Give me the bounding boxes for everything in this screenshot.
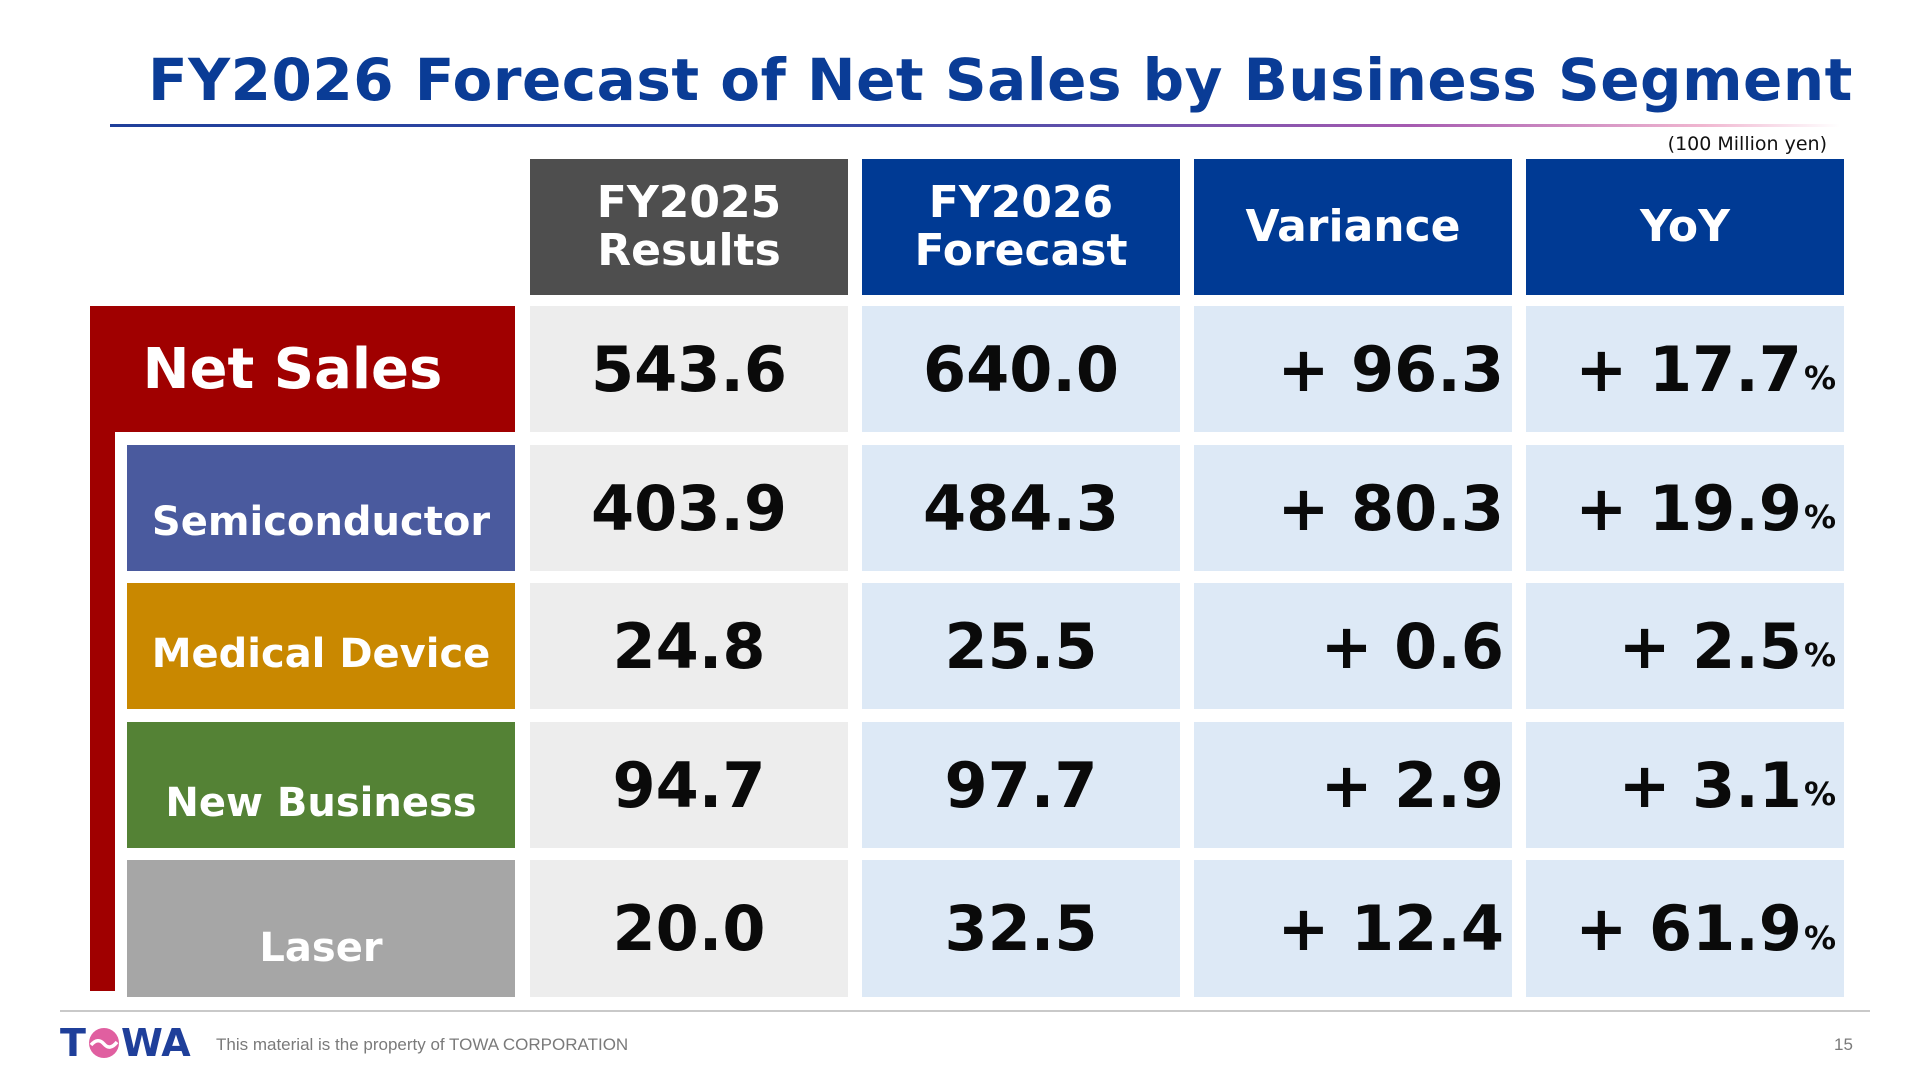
towa-logo: T WA <box>60 1023 191 1061</box>
percent-sign: % <box>1803 359 1836 397</box>
page-number: 15 <box>1834 1035 1853 1054</box>
yoy-value: + 2.5 <box>1618 609 1802 683</box>
row-label-net-sales: Net Sales <box>90 306 515 432</box>
cell-semiconductor-variance: + 80.3 <box>1194 445 1512 571</box>
page-title: FY2026 Forecast of Net Sales by Business… <box>148 46 1853 114</box>
header-yoy-label: YoY <box>1640 200 1730 252</box>
cell-medical-device-fy2025: 24.8 <box>530 583 848 709</box>
cell-laser-variance: + 12.4 <box>1194 860 1512 997</box>
cell-semiconductor-fy2026: 484.3 <box>862 445 1180 571</box>
cell-semiconductor-yoy: + 19.9% <box>1526 445 1844 571</box>
cell-laser-yoy: + 61.9% <box>1526 860 1844 997</box>
cell-laser-fy2025: 20.0 <box>530 860 848 997</box>
header-yoy: YoY <box>1526 159 1844 295</box>
percent-sign: % <box>1803 636 1836 674</box>
cell-net-sales-fy2025: 543.6 <box>530 306 848 432</box>
row-label-semiconductor: Semiconductor <box>127 445 515 571</box>
cell-semiconductor-fy2025: 403.9 <box>530 445 848 571</box>
cell-laser-fy2026: 32.5 <box>862 860 1180 997</box>
header-variance-label: Variance <box>1245 200 1461 252</box>
yoy-value: + 61.9 <box>1575 892 1802 965</box>
cell-new-business-yoy: + 3.1% <box>1526 722 1844 848</box>
header-fy2025-results: FY2025 Results <box>530 159 848 295</box>
percent-sign: % <box>1803 918 1836 957</box>
header-fy2025-label: FY2025 Results <box>596 176 782 276</box>
row-label-new-business: New Business <box>127 722 515 848</box>
cell-new-business-fy2026: 97.7 <box>862 722 1180 848</box>
yoy-value: + 17.7 <box>1575 332 1802 406</box>
header-variance: Variance <box>1194 159 1512 295</box>
cell-net-sales-yoy: + 17.7% <box>1526 306 1844 432</box>
cell-medical-device-variance: + 0.6 <box>1194 583 1512 709</box>
cell-new-business-fy2025: 94.7 <box>530 722 848 848</box>
towa-logo-wa: WA <box>121 1023 191 1061</box>
percent-sign: % <box>1803 775 1836 813</box>
yoy-value: + 3.1 <box>1618 748 1802 822</box>
title-underline <box>110 124 1840 127</box>
percent-sign: % <box>1803 498 1836 536</box>
towa-logo-t: T <box>60 1023 86 1061</box>
header-fy2026-forecast: FY2026 Forecast <box>862 159 1180 295</box>
cell-net-sales-fy2026: 640.0 <box>862 306 1180 432</box>
cell-net-sales-variance: + 96.3 <box>1194 306 1512 432</box>
cell-medical-device-fy2026: 25.5 <box>862 583 1180 709</box>
row-label-laser: Laser <box>127 860 515 997</box>
unit-label: (100 Million yen) <box>1667 133 1827 155</box>
footer-copyright: This material is the property of TOWA CO… <box>216 1035 629 1054</box>
cell-new-business-variance: + 2.9 <box>1194 722 1512 848</box>
header-fy2026-label: FY2026 Forecast <box>914 176 1128 276</box>
footer-divider <box>60 1010 1870 1012</box>
row-label-medical-device: Medical Device <box>127 583 515 709</box>
yoy-value: + 19.9 <box>1575 471 1802 545</box>
cell-medical-device-yoy: + 2.5% <box>1526 583 1844 709</box>
